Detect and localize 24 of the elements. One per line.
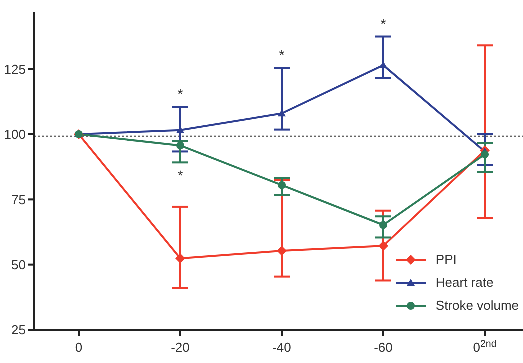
x-tick-label: 0 (75, 340, 83, 355)
point (481, 150, 489, 159)
point (176, 142, 184, 150)
annotation: * (279, 47, 286, 64)
x-tick-label: -20 (171, 340, 190, 355)
x-tick-label: -60 (374, 340, 393, 355)
point (277, 246, 287, 256)
y-tick-label: 75 (12, 192, 26, 208)
legend-label: Heart rate (436, 275, 494, 290)
legend-label: Stroke volume (436, 298, 519, 313)
y-tick-label: 125 (4, 62, 26, 77)
point (176, 254, 186, 264)
annotation: * (380, 16, 387, 32)
y-tick-label: 50 (12, 257, 26, 272)
annotation: * (178, 168, 184, 184)
annotation: * (178, 86, 184, 102)
legend-label: PPI (436, 252, 457, 267)
point (380, 221, 388, 230)
x-tick-label: 0$^{2nd}$ (473, 338, 497, 355)
point (278, 181, 286, 190)
y-tick-label: 100 (4, 127, 26, 142)
point (378, 241, 388, 252)
x-tick-label: -40 (272, 340, 292, 355)
y-tick-label: 25 (12, 322, 26, 338)
